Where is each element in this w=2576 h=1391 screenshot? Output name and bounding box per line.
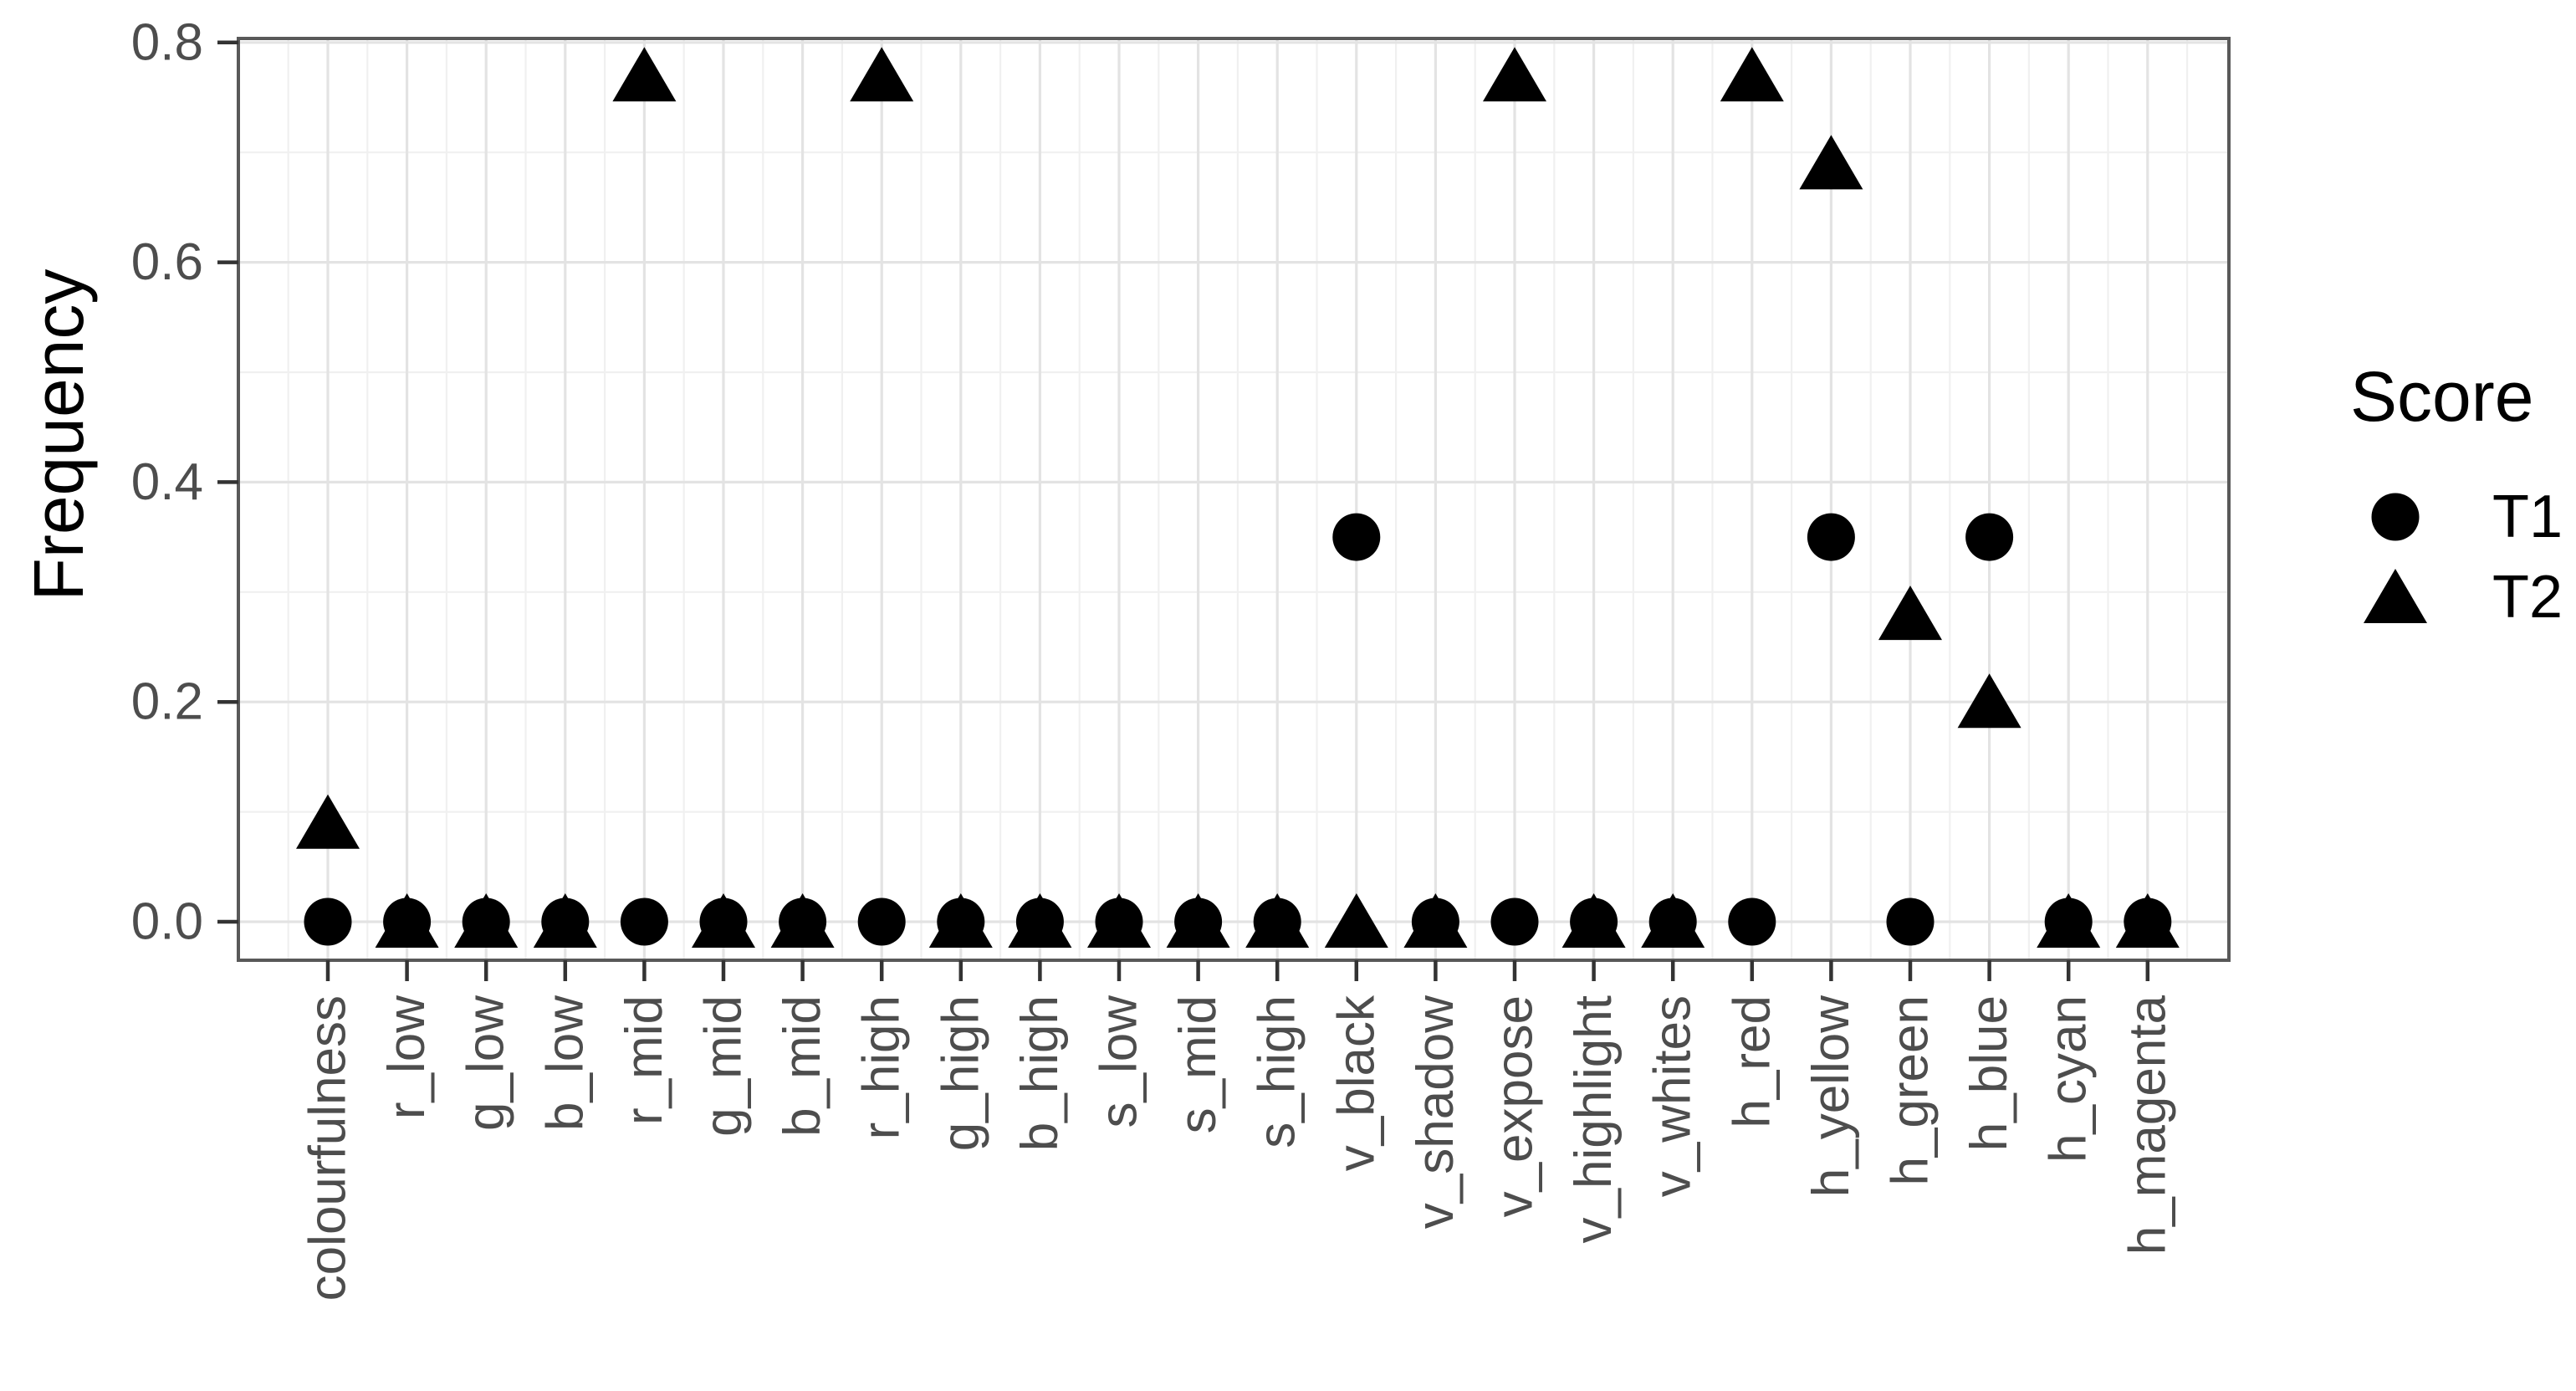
data-point-T2-v_black xyxy=(1324,893,1388,948)
data-point-T2-b_low xyxy=(533,893,597,948)
y-tick-label: 0.4 xyxy=(131,453,203,511)
data-point-T2-g_high xyxy=(928,893,993,948)
x-tick-label-g_high: g_high xyxy=(932,995,989,1151)
legend-label-T2: T2 xyxy=(2492,564,2563,631)
data-point-T2-s_high xyxy=(1245,893,1310,948)
x-tick-label-h_blue: h_blue xyxy=(1960,995,2018,1151)
data-point-T1-colourfulness xyxy=(304,898,352,946)
y-tick-label: 0.0 xyxy=(131,893,203,951)
data-point-T2-h_yellow xyxy=(1799,135,1863,190)
x-tick-label-g_mid: g_mid xyxy=(695,995,753,1137)
x-tick-label-colourfulness: colourfulness xyxy=(299,995,357,1301)
legend-key-triangle-icon xyxy=(2364,569,2427,623)
data-point-T1-v_expose xyxy=(1490,898,1539,946)
data-point-T2-r_mid xyxy=(612,47,677,102)
x-tick-label-b_low: b_low xyxy=(536,995,594,1131)
x-tick-label-b_mid: b_mid xyxy=(774,995,831,1137)
x-tick-label-v_expose: v_expose xyxy=(1486,995,1544,1217)
x-tick-label-h_magenta: h_magenta xyxy=(2119,995,2176,1255)
data-point-T2-colourfulness xyxy=(296,794,360,849)
data-point-T2-h_green xyxy=(1878,586,1942,641)
data-point-T2-v_highlight xyxy=(1561,893,1626,948)
x-tick-label-v_whites: v_whites xyxy=(1644,995,1702,1197)
data-point-T1-h_yellow xyxy=(1807,513,1855,561)
data-point-T2-s_mid xyxy=(1166,893,1230,948)
data-point-T2-s_low xyxy=(1087,893,1151,948)
legend-title: Score xyxy=(2350,357,2533,436)
x-tick-label-s_mid: s_mid xyxy=(1169,995,1227,1133)
legend-label-T1: T1 xyxy=(2492,483,2563,550)
x-tick-label-r_mid: r_mid xyxy=(616,995,673,1125)
y-axis-title: Frequency xyxy=(19,269,98,601)
data-point-T2-h_blue xyxy=(1957,673,2021,729)
data-point-T2-r_high xyxy=(850,47,914,102)
data-point-T1-h_blue xyxy=(1965,513,2014,561)
x-tick-label-h_red: h_red xyxy=(1723,995,1781,1128)
plot-panel xyxy=(238,38,2229,960)
data-point-T2-h_magenta xyxy=(2115,893,2180,948)
data-point-T2-b_high xyxy=(1008,893,1072,948)
x-tick-label-h_green: h_green xyxy=(1882,995,1940,1186)
x-tick-label-v_shadow: v_shadow xyxy=(1407,995,1464,1229)
data-point-T2-v_shadow xyxy=(1403,893,1468,948)
x-tick-label-r_low: r_low xyxy=(378,995,436,1119)
y-tick-label: 0.8 xyxy=(131,13,203,71)
y-tick-label: 0.2 xyxy=(131,673,203,731)
data-point-T1-h_green xyxy=(1886,898,1935,946)
data-point-T2-g_mid xyxy=(692,893,755,948)
data-point-T2-h_cyan xyxy=(2037,893,2101,948)
data-point-T2-v_whites xyxy=(1641,893,1705,948)
x-tick-label-h_cyan: h_cyan xyxy=(2040,995,2098,1163)
data-point-T2-g_low xyxy=(454,893,519,948)
data-point-T2-v_expose xyxy=(1483,47,1546,102)
data-point-T1-r_mid xyxy=(620,898,668,946)
x-tick-label-v_highlight: v_highlight xyxy=(1565,995,1623,1243)
data-point-T2-b_mid xyxy=(770,893,835,948)
x-tick-label-v_black: v_black xyxy=(1327,995,1385,1171)
x-tick-label-g_low: g_low xyxy=(457,995,515,1131)
x-tick-label-s_low: s_low xyxy=(1091,995,1148,1128)
x-tick-label-b_high: b_high xyxy=(1011,995,1069,1151)
data-point-T1-v_black xyxy=(1332,513,1381,561)
legend-key-circle-icon xyxy=(2371,493,2420,541)
data-point-T2-h_red xyxy=(1720,47,1784,102)
y-tick-label: 0.6 xyxy=(131,233,203,291)
x-tick-label-r_high: r_high xyxy=(853,995,911,1139)
x-tick-label-s_high: s_high xyxy=(1249,995,1306,1148)
data-point-T1-r_high xyxy=(857,898,906,946)
data-point-T2-r_low xyxy=(375,893,439,948)
panel-border xyxy=(237,37,2231,962)
data-point-T1-h_red xyxy=(1728,898,1776,946)
x-tick-label-h_yellow: h_yellow xyxy=(1802,995,1860,1197)
